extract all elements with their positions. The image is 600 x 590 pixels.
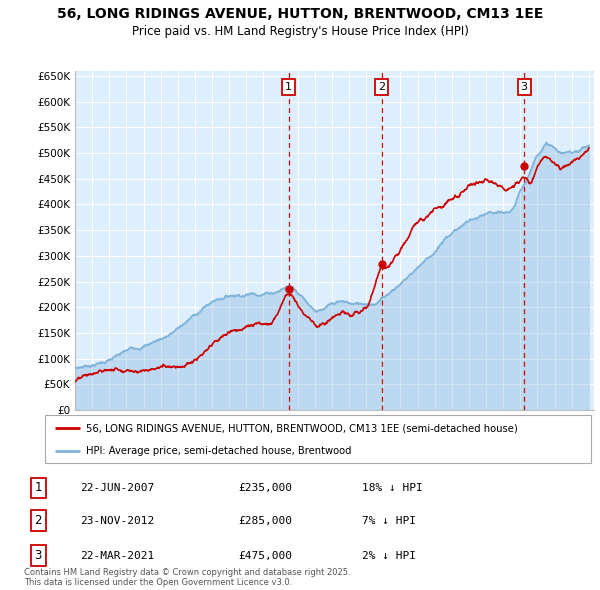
FancyBboxPatch shape [45, 415, 591, 463]
Text: 18% ↓ HPI: 18% ↓ HPI [362, 483, 423, 493]
Text: Price paid vs. HM Land Registry's House Price Index (HPI): Price paid vs. HM Land Registry's House … [131, 25, 469, 38]
Text: HPI: Average price, semi-detached house, Brentwood: HPI: Average price, semi-detached house,… [86, 445, 352, 455]
Text: 3: 3 [34, 549, 42, 562]
Text: 2% ↓ HPI: 2% ↓ HPI [362, 550, 416, 560]
Text: £475,000: £475,000 [238, 550, 292, 560]
Text: 2: 2 [34, 514, 42, 527]
Text: 22-JUN-2007: 22-JUN-2007 [80, 483, 155, 493]
Text: 56, LONG RIDINGS AVENUE, HUTTON, BRENTWOOD, CM13 1EE: 56, LONG RIDINGS AVENUE, HUTTON, BRENTWO… [57, 7, 543, 21]
Text: 56, LONG RIDINGS AVENUE, HUTTON, BRENTWOOD, CM13 1EE (semi-detached house): 56, LONG RIDINGS AVENUE, HUTTON, BRENTWO… [86, 423, 518, 433]
Text: 1: 1 [34, 481, 42, 494]
Text: 23-NOV-2012: 23-NOV-2012 [80, 516, 155, 526]
Text: 3: 3 [521, 82, 527, 92]
Text: £235,000: £235,000 [238, 483, 292, 493]
Text: £285,000: £285,000 [238, 516, 292, 526]
Text: 1: 1 [285, 82, 292, 92]
Text: 2: 2 [378, 82, 385, 92]
Text: Contains HM Land Registry data © Crown copyright and database right 2025.
This d: Contains HM Land Registry data © Crown c… [24, 568, 350, 587]
Text: 22-MAR-2021: 22-MAR-2021 [80, 550, 155, 560]
Text: 7% ↓ HPI: 7% ↓ HPI [362, 516, 416, 526]
